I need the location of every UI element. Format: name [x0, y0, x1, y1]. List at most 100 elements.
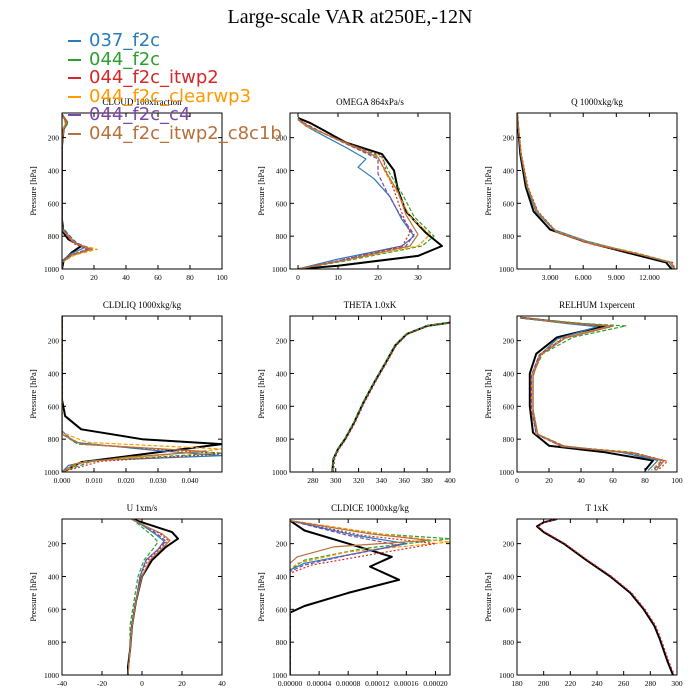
panel-title: U 1xm/s — [127, 503, 158, 513]
legend-label: 044_f2c_c4 — [89, 104, 191, 126]
legend-item: 044_f2c_itwp2 — [68, 69, 219, 87]
y-axis-label: Pressure [hPa] — [256, 166, 266, 216]
y-tick-label: 800 — [503, 232, 515, 241]
plot-frame — [61, 518, 223, 676]
x-tick-label: 0 — [140, 679, 144, 688]
series-line-5-1 — [520, 317, 659, 471]
x-tick-label: 300 — [330, 476, 342, 485]
series-line-2-0 — [517, 113, 673, 269]
series-line-5-2 — [520, 317, 665, 471]
y-axis-label: Pressure [hPa] — [256, 572, 266, 622]
series-line-4-0 — [331, 321, 450, 472]
plot-frame — [516, 315, 678, 473]
x-tick-label: 340 — [376, 476, 388, 485]
x-tick-label: 30 — [414, 273, 422, 282]
x-tick-label: 0.000 — [54, 476, 71, 485]
series-line-0-2 — [62, 114, 92, 269]
series-line-7-0 — [290, 519, 401, 675]
x-tick-label: -20 — [97, 679, 107, 688]
y-tick-label: 200 — [48, 540, 60, 549]
x-tick-label: 60 — [154, 273, 162, 282]
plot-frame — [289, 315, 451, 473]
x-tick-label: 0.030 — [150, 476, 167, 485]
x-tick-label: 260 — [618, 679, 630, 688]
panel-4: 280 300 320 340 360 380 400 200 400 600 800 1000 THE… — [256, 300, 456, 485]
y-axis-label: Pressure [hPa] — [483, 369, 493, 419]
y-tick-label: 800 — [48, 638, 60, 647]
series-line-2-1 — [517, 113, 675, 269]
legend-item: 037_f2c — [68, 32, 160, 50]
y-tick-label: 200 — [276, 134, 288, 143]
y-tick-label: 600 — [48, 402, 60, 411]
y-axis-label: Pressure [hPa] — [483, 572, 493, 622]
y-tick-label: 200 — [48, 337, 60, 346]
x-tick-label: 0.00020 — [423, 679, 448, 688]
y-tick-label: 600 — [48, 605, 60, 614]
y-tick-label: 400 — [276, 369, 288, 378]
x-tick-label: 20 — [90, 273, 98, 282]
panel-title: T 1xK — [585, 503, 609, 513]
x-tick-label: 100 — [216, 273, 228, 282]
series-line-1-5 — [297, 119, 415, 269]
y-tick-label: 1000 — [272, 671, 287, 680]
x-tick-label: 20 — [178, 679, 186, 688]
y-tick-label: 800 — [503, 435, 515, 444]
x-tick-label: 400 — [444, 476, 456, 485]
panel-6: -40 -20 0 20 40 200 400 600 800 1000 U 1xm/s Pressu… — [28, 503, 226, 688]
y-tick-label: 1000 — [272, 265, 287, 274]
plot-frame — [516, 518, 678, 676]
panel-8: 180 200 220 240 260 280 300 200 400 600 800 1000 T 1… — [483, 503, 683, 688]
series-line-3-0 — [62, 316, 222, 472]
x-tick-label: 0.00000 — [278, 679, 303, 688]
y-tick-label: 1000 — [499, 468, 514, 477]
x-tick-label: 80 — [641, 476, 649, 485]
y-axis-label: Pressure [hPa] — [483, 166, 493, 216]
series-line-3-3 — [62, 316, 222, 472]
legend-item: 044_f2c_itwp2_c8c1b — [68, 125, 282, 143]
y-tick-label: 800 — [503, 638, 515, 647]
legend-label: 044_f2c_itwp2 — [89, 67, 219, 89]
x-tick-label: 320 — [353, 476, 365, 485]
panel-7: 0.00000 0.00004 0.00008 0.00012 0.00016 0.000… — [256, 503, 451, 688]
legend-swatch — [68, 77, 81, 80]
series-line-5-6 — [520, 317, 665, 471]
series-line-4-1 — [332, 322, 450, 472]
x-tick-label: 100 — [671, 476, 683, 485]
x-tick-label: 9.000 — [608, 273, 625, 282]
series-line-3-5 — [62, 316, 207, 472]
plot-frame — [61, 112, 223, 270]
y-tick-label: 800 — [276, 638, 288, 647]
x-tick-label: 20 — [374, 273, 382, 282]
y-tick-label: 400 — [503, 369, 515, 378]
legend-item: 044_f2c — [68, 48, 161, 70]
y-tick-label: 1000 — [499, 671, 514, 680]
y-tick-label: 1000 — [44, 671, 59, 680]
series-line-6-3 — [127, 519, 165, 675]
x-tick-label: -40 — [57, 679, 67, 688]
panel-2: 3.000 6.000 9.000 12.000 200 400 600 800 1000 Q 1… — [483, 97, 678, 282]
y-tick-label: 400 — [276, 166, 288, 175]
series-line-6-4 — [127, 519, 167, 675]
x-tick-label: 0.00004 — [307, 679, 332, 688]
series-line-6-5 — [127, 519, 171, 675]
x-tick-label: 0.010 — [86, 476, 103, 485]
y-tick-label: 1000 — [44, 265, 59, 274]
y-tick-label: 400 — [48, 166, 60, 175]
x-tick-label: 10 — [334, 273, 342, 282]
x-tick-label: 40 — [122, 273, 130, 282]
x-tick-label: 0.040 — [182, 476, 199, 485]
x-tick-label: 0.00016 — [394, 679, 419, 688]
plot-frame — [289, 112, 451, 270]
legend-label: 044_f2c — [89, 48, 161, 70]
y-tick-label: 1000 — [44, 468, 59, 477]
plot-frame — [516, 112, 678, 270]
y-tick-label: 600 — [276, 199, 288, 208]
legend-label: 037_f2c — [89, 30, 161, 51]
series-line-1-6 — [297, 119, 419, 269]
y-tick-label: 200 — [48, 134, 60, 143]
x-tick-label: 60 — [609, 476, 617, 485]
y-tick-label: 600 — [503, 605, 515, 614]
panel-title: THETA 1.0xK — [344, 300, 397, 310]
series-line-8-0 — [536, 519, 674, 675]
